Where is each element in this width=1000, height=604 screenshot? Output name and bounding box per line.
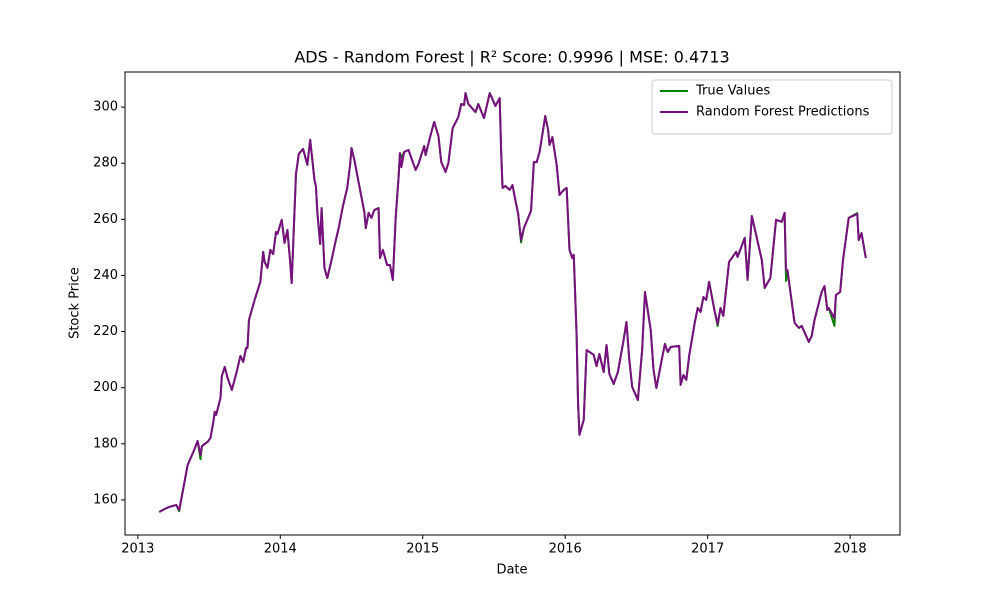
y-axis-label: Stock Price (68, 267, 83, 339)
y-tick-label: 180 (93, 436, 118, 451)
y-tick-label: 300 (93, 100, 118, 115)
x-tick-label: 2016 (549, 542, 582, 557)
x-tick-label: 2014 (264, 542, 297, 557)
legend-label: True Values (695, 84, 770, 99)
x-tick-label: 2013 (121, 542, 154, 557)
plot-frame (124, 71, 901, 536)
y-tick-label: 220 (93, 324, 118, 339)
series-line (158, 92, 867, 513)
x-tick-label: 2015 (406, 542, 439, 557)
x-tick-label: 2017 (691, 542, 724, 557)
chart-title: ADS - Random Forest | R² Score: 0.9996 |… (294, 48, 729, 67)
x-axis-label: Date (496, 563, 527, 578)
y-tick-label: 260 (93, 212, 118, 227)
y-tick-label: 280 (93, 156, 118, 171)
y-tick-label: 240 (93, 268, 118, 283)
y-tick-label: 160 (93, 492, 118, 507)
legend-label: Random Forest Predictions (696, 105, 870, 120)
x-tick-label: 2018 (834, 542, 867, 557)
legend-box (651, 79, 893, 135)
y-tick-label: 200 (93, 380, 118, 395)
